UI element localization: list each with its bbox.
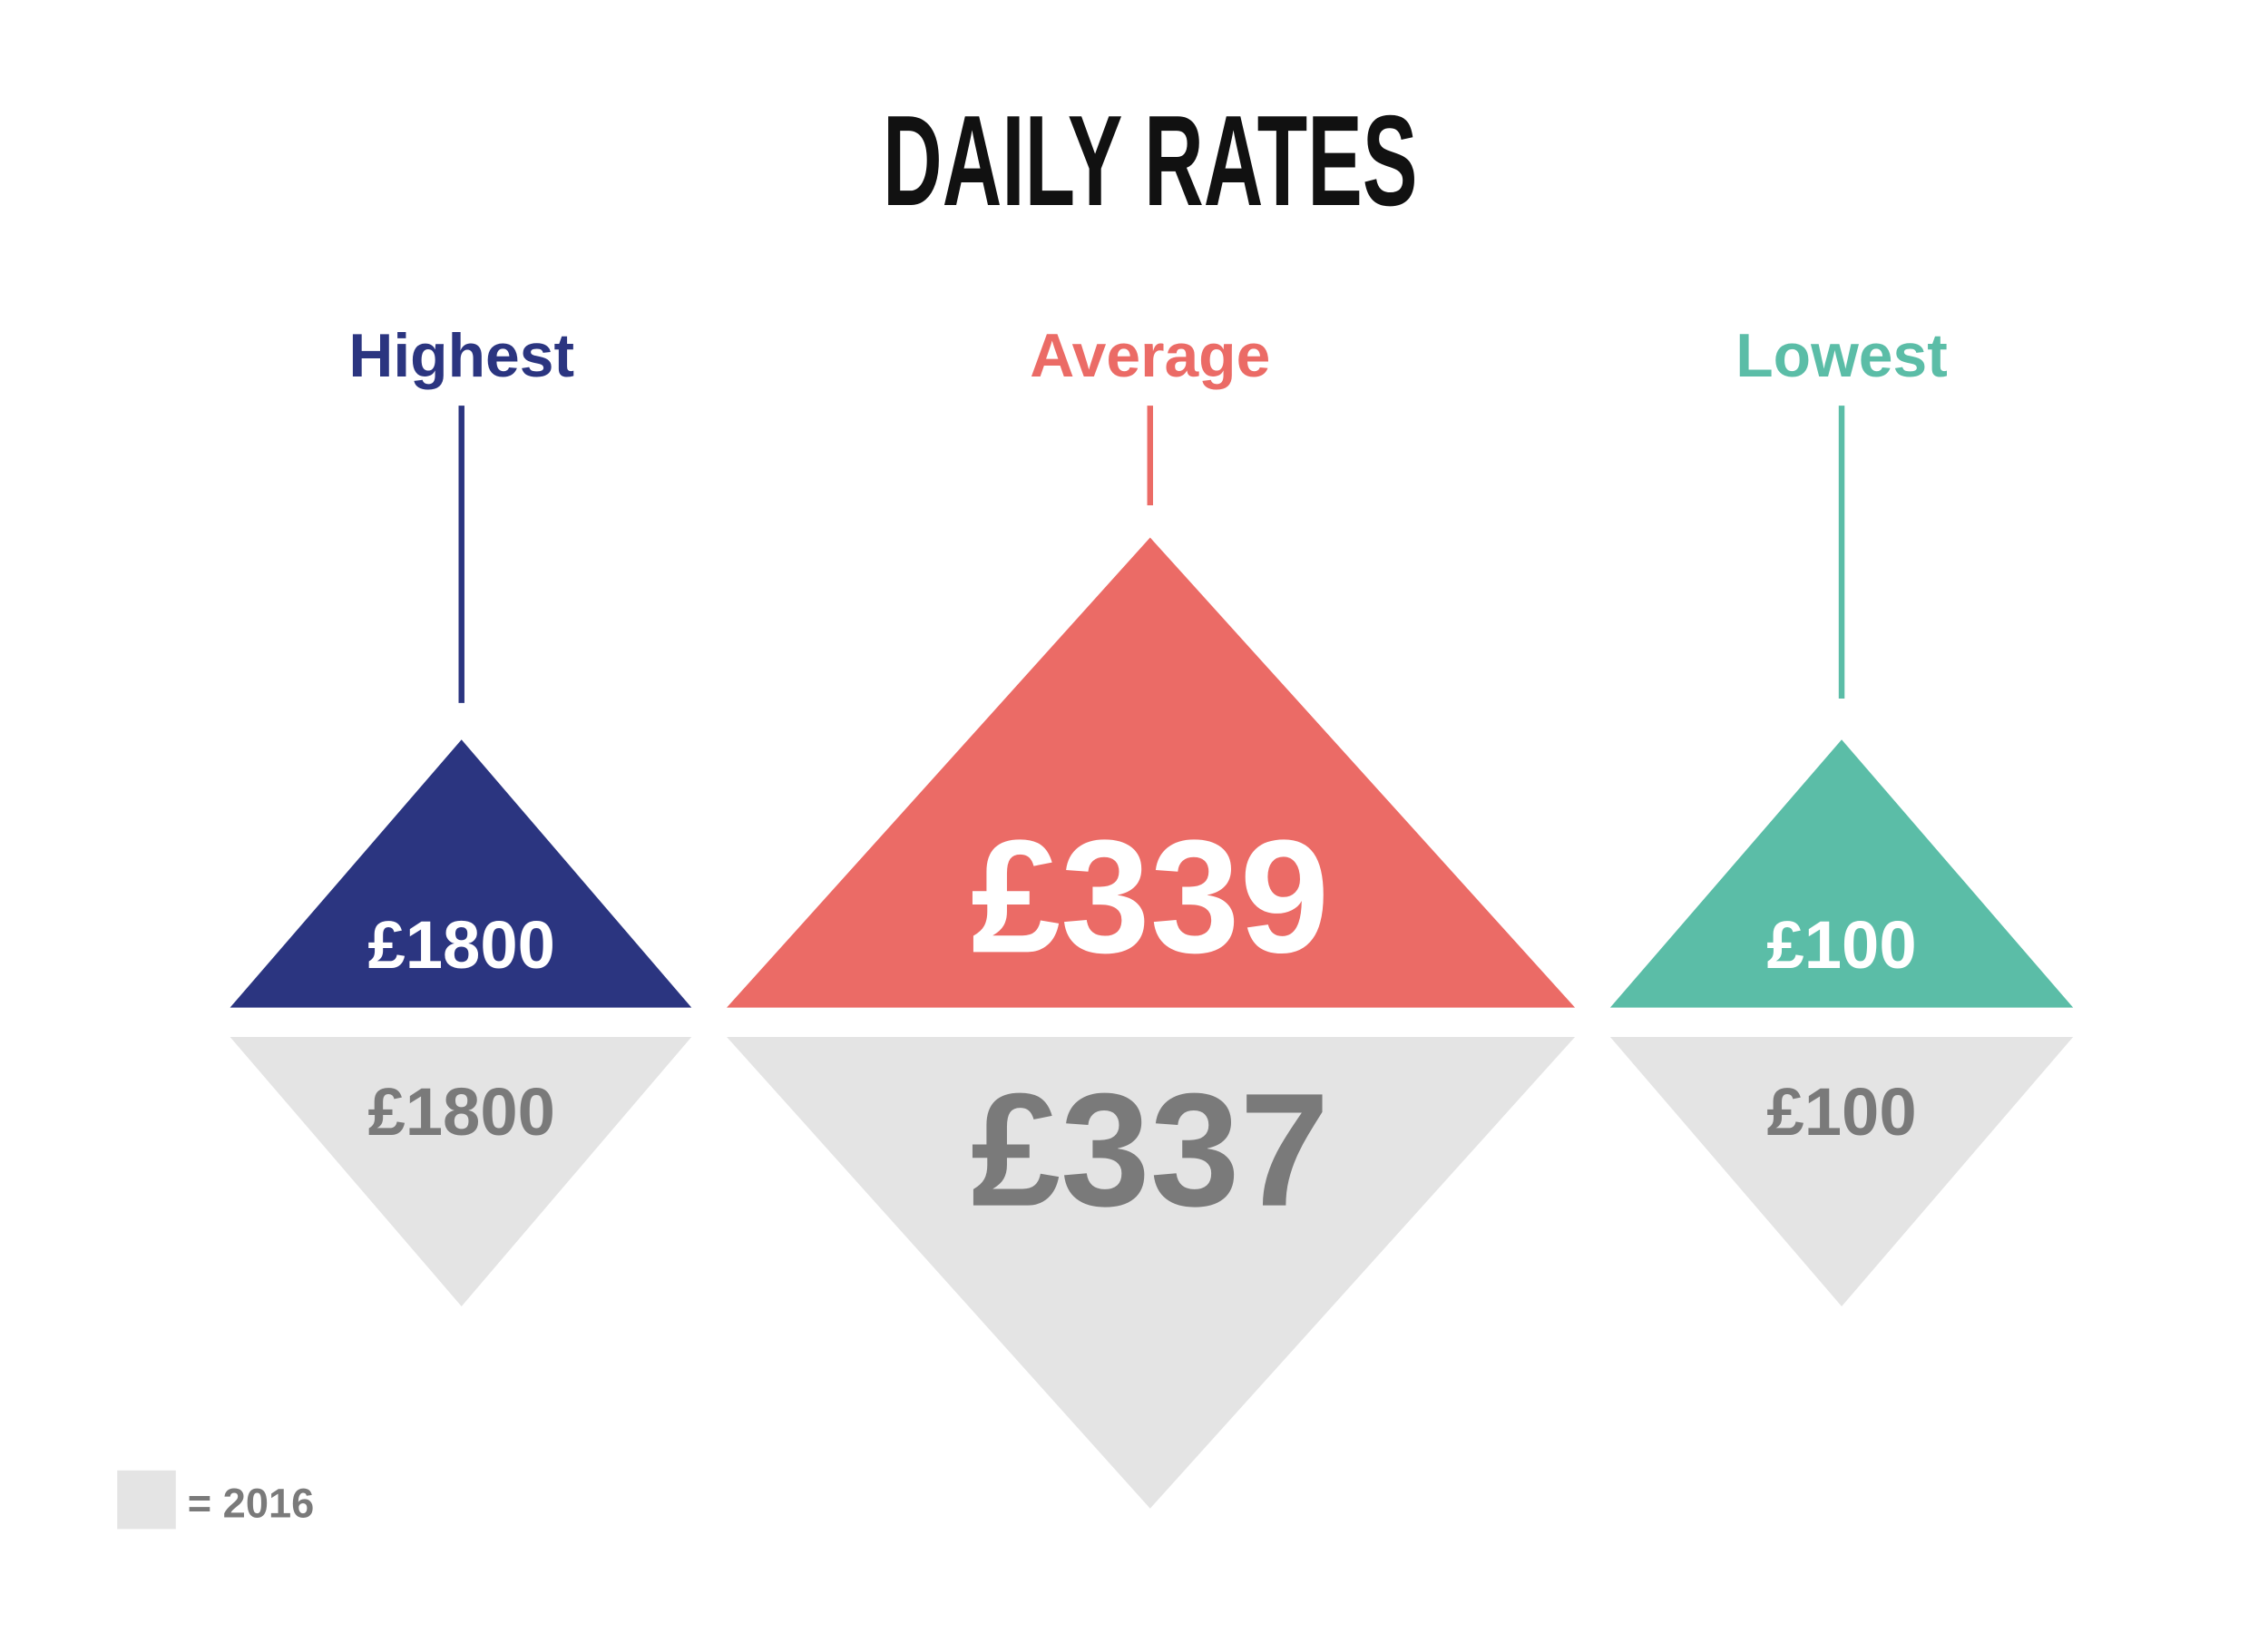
current-triangle — [727, 537, 1576, 1008]
previous-value: £100 — [1766, 1074, 1916, 1149]
current-value: £339 — [971, 806, 1329, 986]
previous-value: £337 — [971, 1060, 1329, 1240]
current-triangle — [1609, 739, 2074, 1008]
previous-triangle — [1609, 1036, 2074, 1306]
item-label: Highest — [348, 322, 574, 390]
current-triangle — [230, 739, 692, 1008]
current-value: £1800 — [367, 907, 555, 983]
item-label: Lowest — [1735, 322, 1948, 390]
previous-triangle — [727, 1036, 1576, 1509]
previous-value: £1800 — [367, 1074, 555, 1149]
item-label: Average — [1030, 322, 1270, 390]
current-value: £100 — [1766, 907, 1916, 983]
legend-swatch — [117, 1470, 176, 1530]
legend-label: = 2016 — [188, 1480, 315, 1526]
title: DAILY RATES — [883, 89, 1417, 233]
previous-triangle — [230, 1036, 692, 1306]
